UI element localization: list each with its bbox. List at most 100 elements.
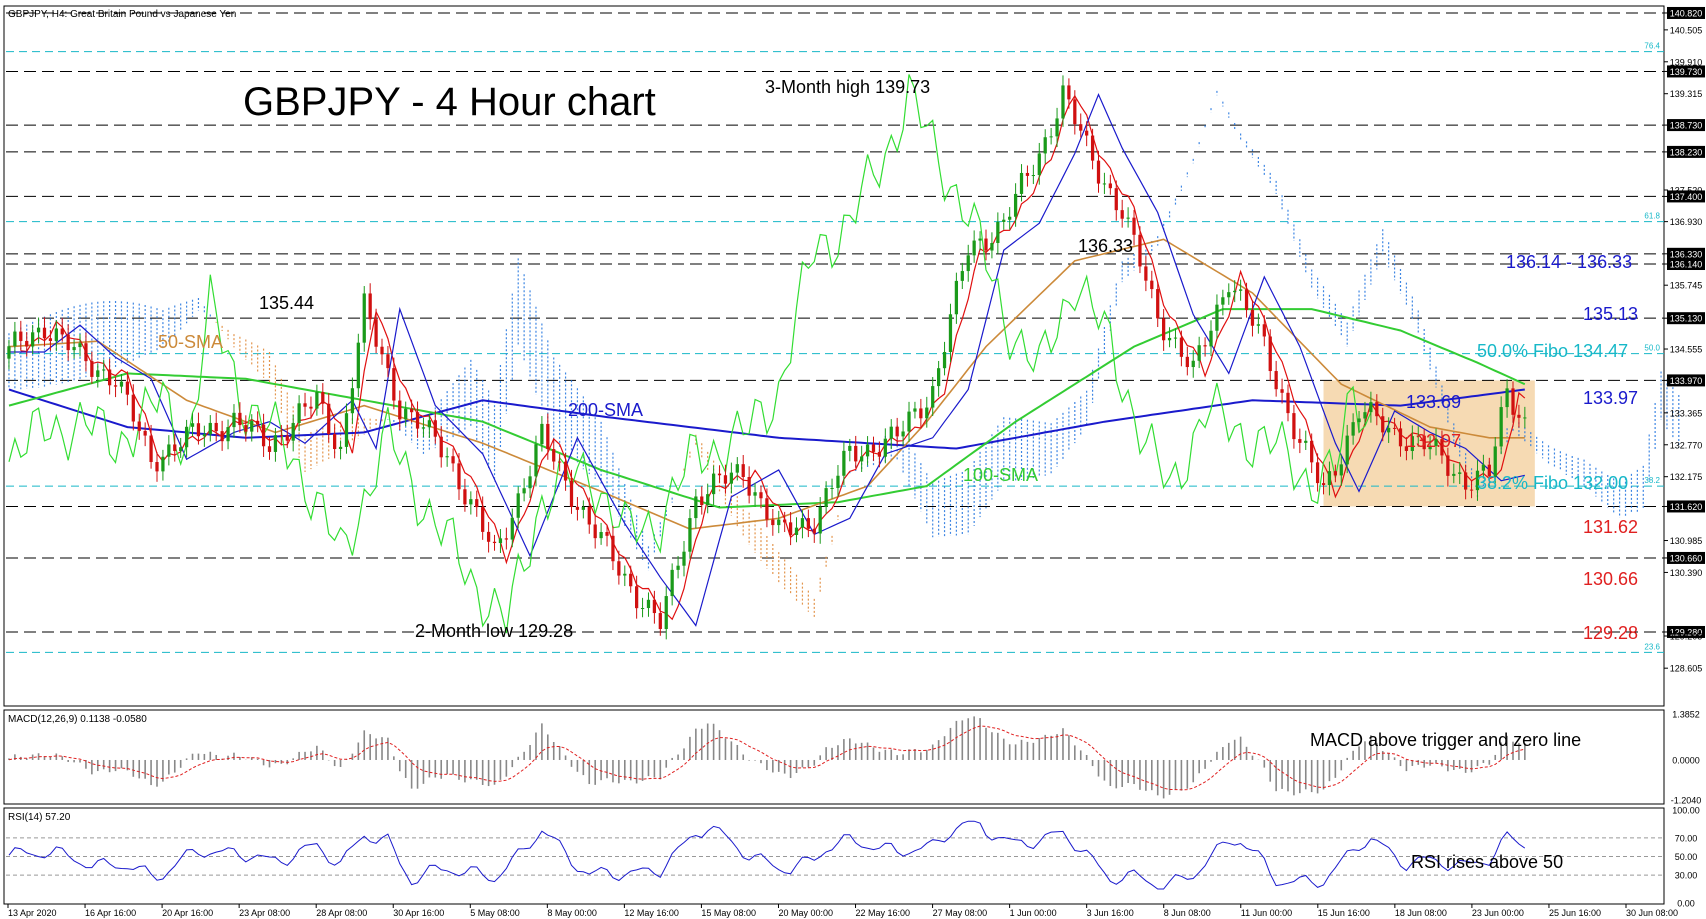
candle-body-153	[913, 408, 917, 412]
candle-body-75	[451, 456, 455, 464]
candle-body-196	[1167, 337, 1172, 341]
candle-body-85	[510, 517, 514, 540]
candle-body-179	[1067, 85, 1071, 100]
sma200-line	[8, 388, 1525, 450]
candle-body-166	[990, 243, 994, 251]
y-tick-label-21: 130.660	[1670, 553, 1703, 563]
y-tick-label-3: 139.730	[1670, 67, 1703, 77]
candle-body-33	[202, 434, 206, 437]
peak-label-136-33: 136.33	[1078, 236, 1133, 256]
candle-body-87	[522, 488, 526, 494]
candle-body-102	[611, 535, 615, 562]
candle-body-243	[1446, 455, 1450, 476]
candle-body-177	[1055, 118, 1059, 137]
candle-body-214	[1274, 371, 1278, 390]
y-tick-label-5: 138.730	[1670, 121, 1703, 131]
rsi-y-tick-4: 0.00	[1677, 899, 1695, 909]
candle-body-57	[344, 413, 349, 447]
fibo-tag-1: 61.8	[1644, 212, 1660, 221]
y-tick-label-2: 139.910	[1670, 57, 1703, 67]
candle-body-115	[688, 518, 692, 552]
candle-body-218	[1298, 439, 1302, 443]
candle-body-83	[498, 538, 503, 544]
candle-body-234	[1392, 427, 1397, 429]
candle-body-199	[1185, 356, 1189, 368]
candle-body-3	[25, 340, 29, 347]
candle-body-169	[1008, 216, 1012, 220]
candle-body-6	[42, 327, 47, 339]
y-tick-label-19: 131.620	[1670, 502, 1703, 512]
candle-body-233	[1387, 427, 1391, 433]
y-tick-label-20: 130.985	[1670, 536, 1703, 546]
x-tick-label-19: 23 Jun 00:00	[1472, 908, 1524, 918]
resistance-label-136: 136.14 - 136.33	[1506, 252, 1632, 272]
macd-y-tick-0: 1.3852	[1672, 710, 1700, 720]
candle-body-231	[1375, 402, 1379, 417]
candle-body-103	[617, 561, 621, 576]
candle-body-110	[658, 613, 662, 629]
candle-body-25	[155, 462, 159, 472]
y-tick-label-12: 135.745	[1670, 281, 1703, 291]
candle-body-228	[1357, 418, 1361, 423]
candle-body-123	[735, 464, 739, 473]
x-tick-label-0: 13 Apr 2020	[8, 908, 57, 918]
candle-body-217	[1292, 413, 1296, 440]
x-tick-label-6: 5 May 08:00	[470, 908, 520, 918]
candle-body-147	[877, 451, 882, 457]
y-tick-bg-13	[1667, 312, 1705, 325]
candle-body-198	[1179, 337, 1184, 357]
y-tick-label-14: 134.555	[1670, 345, 1703, 355]
x-tick-label-3: 23 Apr 08:00	[239, 908, 290, 918]
candle-body-92	[552, 449, 556, 462]
candle-body-97	[581, 506, 585, 510]
candle-body-14	[90, 361, 94, 377]
candle-body-16	[102, 369, 106, 371]
price-panel-frame	[3, 5, 1665, 707]
y-tick-bg-19	[1667, 500, 1705, 513]
candle-body-194	[1156, 289, 1160, 319]
candle-body-155	[925, 407, 929, 419]
candle-body-236	[1404, 446, 1409, 451]
candle-body-47	[285, 435, 289, 441]
candle-body-41	[250, 420, 254, 432]
rsi-annotation: RSI rises above 50	[1411, 852, 1563, 872]
candle-body-125	[747, 477, 751, 496]
candle-body-50	[303, 403, 307, 407]
y-tick-label-18: 132.175	[1670, 472, 1703, 482]
candle-body-58	[350, 388, 355, 414]
candle-body-121	[723, 475, 728, 484]
candle-body-48	[291, 422, 295, 441]
macd-label: MACD(12,26,9) 0.1138 -0.0580	[8, 714, 147, 725]
candle-body-168	[1002, 219, 1006, 222]
candle-body-182	[1085, 130, 1089, 136]
candle-body-112	[670, 569, 674, 597]
candle-body-24	[149, 435, 153, 463]
candle-body-44	[267, 446, 272, 452]
candle-body-210	[1250, 309, 1255, 326]
candle-body-80	[481, 507, 485, 532]
candle-body-246	[1464, 472, 1468, 490]
y-tick-label-25: 128.605	[1670, 664, 1703, 674]
candle-body-165	[984, 238, 988, 251]
candle-body-171	[1019, 172, 1024, 194]
candle-body-95	[569, 480, 574, 507]
candle-body-73	[439, 436, 443, 458]
candle-body-204	[1215, 304, 1219, 331]
candle-body-139	[830, 487, 834, 489]
candle-body-63	[380, 346, 384, 355]
fibo-50-label: 50.0% Fibo 134.47	[1477, 341, 1628, 361]
candle-body-162	[966, 255, 970, 272]
candle-body-52	[315, 392, 319, 409]
candle-body-242	[1440, 439, 1444, 456]
candle-body-74	[445, 456, 449, 458]
peak-label-135-44: 135.44	[259, 293, 314, 313]
candle-body-76	[457, 463, 461, 490]
y-tick-label-9: 136.930	[1670, 217, 1703, 227]
candle-body-93	[558, 461, 562, 463]
candle-body-7	[48, 338, 53, 341]
candle-body-191	[1138, 234, 1142, 267]
y-tick-label-22: 130.390	[1670, 568, 1703, 578]
candle-body-36	[220, 431, 224, 442]
candle-body-184	[1096, 160, 1101, 184]
candle-body-157	[936, 368, 941, 387]
